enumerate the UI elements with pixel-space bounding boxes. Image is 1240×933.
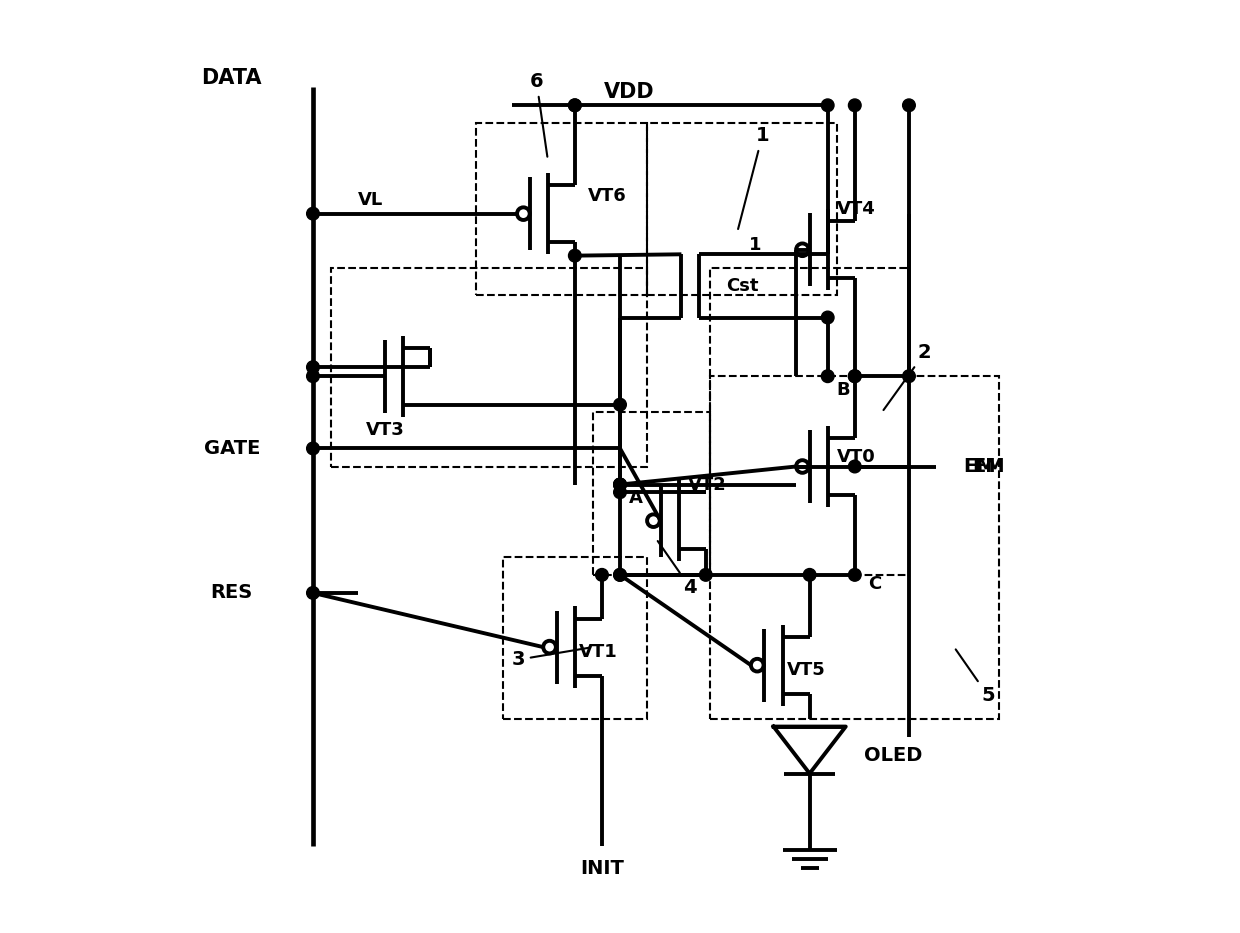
Circle shape [568,99,582,112]
Text: VT6: VT6 [589,187,627,204]
Circle shape [903,99,915,112]
Text: VDD: VDD [604,82,655,102]
Circle shape [848,99,861,112]
Text: INIT: INIT [580,859,624,878]
Circle shape [595,568,609,581]
Circle shape [614,479,626,491]
Circle shape [614,568,626,581]
Text: 1: 1 [749,236,761,255]
Text: C: C [868,575,882,592]
Circle shape [848,568,861,581]
Text: VT4: VT4 [837,201,875,218]
Text: GATE: GATE [203,439,260,458]
Text: 4: 4 [657,541,697,597]
Circle shape [614,398,626,411]
Circle shape [903,369,915,383]
Text: VT5: VT5 [787,661,826,678]
Text: DATA: DATA [201,68,262,89]
Circle shape [614,486,626,498]
Circle shape [306,369,320,383]
Circle shape [306,207,320,220]
Circle shape [848,369,861,383]
Text: VT2: VT2 [688,476,727,494]
Circle shape [306,361,320,373]
Text: VL: VL [358,191,383,209]
Circle shape [306,442,320,454]
Circle shape [306,587,320,599]
Circle shape [614,479,626,491]
Circle shape [821,99,835,112]
Text: 1: 1 [738,126,769,229]
Circle shape [821,369,835,383]
Text: A: A [629,489,642,508]
Circle shape [804,568,816,581]
Circle shape [821,312,835,324]
Text: 5: 5 [956,649,994,705]
Text: EM: EM [972,457,1004,476]
Text: EM: EM [963,457,996,476]
Text: VT3: VT3 [366,422,404,439]
Circle shape [848,369,861,383]
Circle shape [614,479,626,491]
Circle shape [568,99,582,112]
Text: VT0: VT0 [837,449,875,466]
Circle shape [699,568,712,581]
Text: 2: 2 [883,343,931,411]
Circle shape [614,568,626,581]
Text: 6: 6 [529,72,547,157]
Text: B: B [837,381,851,398]
Circle shape [848,460,861,473]
Text: VT1: VT1 [579,643,618,661]
Text: OLED: OLED [864,746,923,765]
Text: RES: RES [211,583,253,603]
Circle shape [568,249,582,262]
Text: Cst: Cst [727,277,759,295]
Text: 3: 3 [512,648,590,669]
